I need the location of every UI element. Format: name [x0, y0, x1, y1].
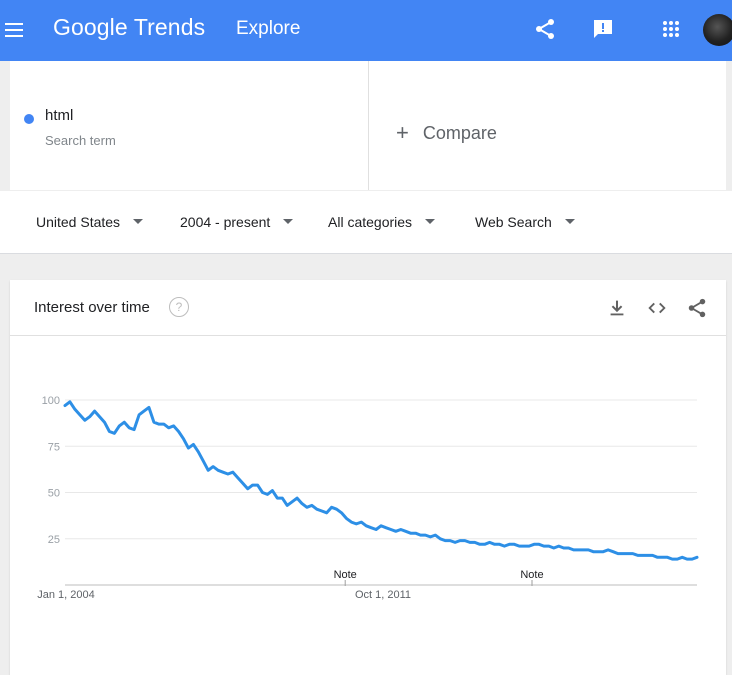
region-filter[interactable]: United States	[36, 214, 144, 230]
time-range-filter[interactable]: 2004 - present	[180, 214, 294, 230]
term-color-dot	[24, 114, 34, 124]
share-icon[interactable]	[533, 17, 557, 41]
logo-trends-text: Trends	[133, 14, 206, 40]
account-avatar[interactable]	[703, 14, 732, 46]
y-tick-label: 25	[48, 534, 60, 546]
property-filter-label: Web Search	[475, 214, 552, 230]
note-label: Note	[334, 569, 357, 581]
dropdown-caret-icon	[133, 218, 144, 224]
feedback-icon[interactable]	[591, 17, 615, 41]
share-chart-icon[interactable]	[686, 297, 708, 319]
filter-bar: United States 2004 - present All categor…	[0, 191, 732, 254]
plus-icon: +	[396, 120, 409, 145]
logo-google-text: Google	[53, 14, 128, 40]
embed-code-icon[interactable]	[646, 297, 668, 319]
apps-grid-icon[interactable]	[659, 17, 683, 41]
help-icon[interactable]: ?	[169, 297, 189, 317]
dropdown-caret-icon	[283, 218, 294, 224]
compare-label: Compare	[422, 123, 497, 143]
region-filter-label: United States	[36, 214, 121, 230]
search-property-filter[interactable]: Web Search	[475, 214, 575, 230]
interest-over-time-card: Interest over time ? 100 75 50 25 Jan 1, 200…	[10, 280, 726, 675]
hamburger-menu-icon[interactable]	[5, 19, 23, 39]
y-tick-label: 75	[48, 441, 60, 453]
x-tick-label: Jan 1, 2004	[37, 589, 95, 601]
card-divider	[10, 335, 726, 336]
dropdown-caret-icon	[425, 218, 436, 224]
y-tick-label: 50	[48, 488, 60, 500]
term-name: html	[45, 107, 74, 124]
x-tick-label: Oct 1, 2011	[355, 589, 411, 601]
google-trends-logo[interactable]: Google Trends	[53, 14, 205, 41]
category-filter[interactable]: All categories	[328, 214, 436, 230]
search-terms-panel: html Search term + Compare	[10, 61, 726, 190]
compare-button[interactable]: + Compare	[396, 119, 497, 145]
card-title: Interest over time	[34, 299, 150, 316]
page-title: Explore	[236, 18, 301, 39]
search-term-card[interactable]: html Search term	[10, 61, 369, 190]
note-label: Note	[520, 569, 543, 581]
app-header: Google Trends Explore	[0, 0, 732, 61]
time-filter-label: 2004 - present	[180, 214, 271, 230]
y-tick-label: 100	[42, 395, 60, 407]
series-line	[63, 400, 699, 561]
term-subtitle: Search term	[45, 133, 116, 148]
dropdown-caret-icon	[564, 218, 575, 224]
download-icon[interactable]	[606, 297, 628, 319]
category-filter-label: All categories	[328, 214, 413, 230]
interest-line-chart: 100 75 50 25 Jan 1, 2004 Oct 1, 2011 Note Note	[37, 395, 699, 601]
